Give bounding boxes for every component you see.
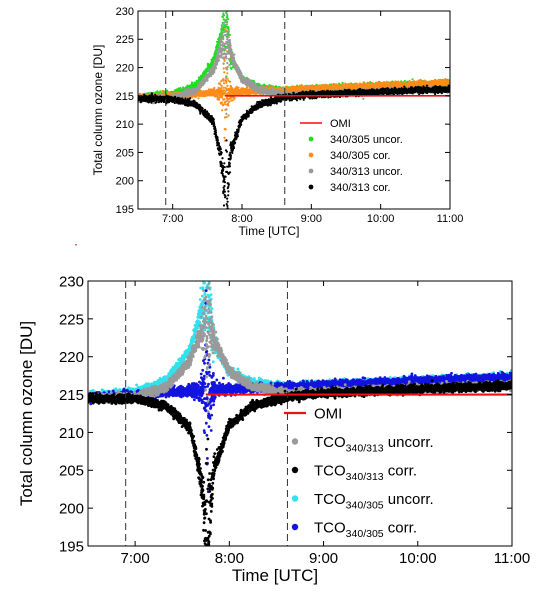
data-point <box>222 29 225 32</box>
data-point <box>224 9 226 11</box>
data-point <box>223 98 226 101</box>
data-point <box>228 33 231 37</box>
data-point <box>165 89 169 92</box>
data-point <box>160 91 163 95</box>
data-point <box>221 104 225 107</box>
data-point <box>197 97 200 100</box>
data-point <box>213 86 216 90</box>
data-point <box>190 81 194 84</box>
data-point <box>222 82 226 85</box>
data-point <box>223 71 226 74</box>
data-point <box>411 78 414 81</box>
plot-area <box>138 6 450 209</box>
data-point <box>226 84 229 87</box>
data-point <box>223 26 226 29</box>
data-point <box>220 84 223 87</box>
data-point <box>222 79 225 82</box>
data-point <box>228 100 231 103</box>
data-point <box>228 80 232 83</box>
data-point <box>221 95 224 99</box>
data-point <box>223 7 225 9</box>
data-point <box>217 98 221 101</box>
data-point <box>226 17 229 21</box>
data-point <box>225 115 228 119</box>
data-point <box>217 45 220 48</box>
data-point <box>227 26 230 29</box>
data-point <box>225 6 227 8</box>
data-point <box>246 86 249 89</box>
series-340-305-cor- <box>138 28 450 142</box>
data-point <box>224 103 227 106</box>
data-point <box>222 86 225 89</box>
data-point <box>205 72 208 75</box>
data-point <box>223 59 226 63</box>
data-point <box>226 14 229 18</box>
data-point <box>222 67 225 70</box>
data-point <box>226 72 229 75</box>
data-point <box>227 28 230 31</box>
data-point <box>225 81 228 84</box>
data-point <box>230 67 233 70</box>
data-point <box>220 87 223 90</box>
data-point <box>223 136 226 139</box>
data-point <box>227 114 230 117</box>
data-point <box>223 14 226 17</box>
data-point <box>220 101 224 104</box>
data-point <box>161 90 164 93</box>
data-point <box>226 20 229 24</box>
data-point <box>227 104 230 107</box>
data-point <box>221 15 224 19</box>
data-point <box>233 96 236 99</box>
data-point <box>223 89 226 92</box>
data-point <box>159 90 162 93</box>
data-point <box>221 109 224 112</box>
data-point <box>285 85 288 88</box>
data-point <box>237 86 240 89</box>
data-point <box>224 128 227 131</box>
